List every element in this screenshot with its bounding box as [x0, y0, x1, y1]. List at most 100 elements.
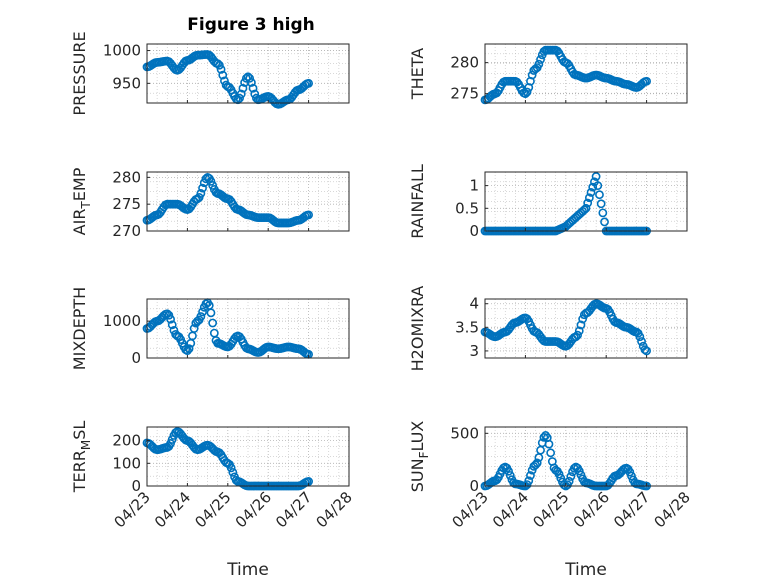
data-point — [304, 210, 313, 220]
axes-box — [484, 426, 688, 487]
y-tick-label: 3 — [469, 342, 479, 360]
data-point — [526, 471, 535, 480]
y-axis-label: RAINFALL — [408, 164, 427, 239]
data-point — [241, 73, 251, 83]
y-tick-label: 950 — [112, 74, 141, 92]
data-point — [246, 78, 256, 87]
data-point — [584, 193, 594, 203]
axes-box — [484, 43, 688, 104]
y-axis-label: H2OMIXRA — [408, 286, 427, 372]
y-tick-label: 280 — [112, 168, 141, 186]
data-point — [579, 205, 589, 215]
x-axis-label: Time — [226, 560, 269, 580]
data-point — [218, 70, 228, 80]
data-point — [522, 87, 532, 97]
data-point — [206, 308, 216, 318]
y-tick-label: 0 — [131, 477, 141, 495]
y-tick-label: 0 — [131, 349, 141, 367]
subplot-pressure: 950 1000 PRESSURE — [70, 31, 350, 116]
data-point — [573, 330, 582, 340]
data-point — [581, 203, 591, 213]
data-point — [304, 78, 313, 88]
y-tick-label: 270 — [112, 222, 141, 240]
data-point — [236, 89, 246, 99]
y-tick-label: 1000 — [103, 42, 141, 60]
data-point — [245, 73, 255, 83]
y-axis-label: TERRMSL — [70, 421, 93, 494]
data-point — [574, 326, 584, 336]
y-tick-label: 275 — [450, 85, 479, 103]
x-axis-label: Time — [564, 560, 607, 580]
y-tick-label: 4 — [469, 295, 479, 313]
data-point — [238, 83, 248, 93]
data-point — [198, 183, 207, 193]
data-point — [600, 217, 609, 227]
data-point — [546, 448, 556, 458]
y-tick-label: 0 — [469, 222, 479, 240]
data-point — [544, 439, 554, 449]
y-tick-label: 3.5 — [455, 318, 479, 336]
axes-box — [484, 171, 688, 232]
axes-box — [146, 426, 350, 487]
data-point — [214, 60, 224, 70]
data-point — [189, 324, 199, 333]
y-tick-label: 275 — [112, 195, 141, 213]
data-point — [534, 59, 544, 69]
y-axis-label: PRESSURE — [70, 31, 89, 115]
y-tick-label: 0 — [469, 477, 479, 495]
subplot-rainfall: 0 0.5 1 RAINFALL — [408, 164, 688, 240]
data-point — [167, 320, 177, 330]
data-point — [166, 439, 175, 448]
data-point — [208, 181, 218, 190]
data-point — [642, 76, 651, 86]
y-tick-label: 500 — [450, 424, 479, 442]
data-point — [505, 471, 515, 480]
data-point — [167, 435, 177, 444]
data-point — [637, 337, 646, 346]
data-point — [642, 346, 651, 356]
axes-box — [146, 171, 350, 232]
subplot-h2omixra: 3 3.5 4 H2OMIXRA — [408, 286, 688, 372]
data-point — [635, 332, 645, 342]
data-point — [208, 318, 218, 328]
data-point — [248, 83, 258, 93]
data-point — [182, 346, 192, 356]
y-tick-label: 0.5 — [455, 199, 479, 217]
y-tick-label: 1000 — [103, 312, 141, 330]
data-point — [206, 176, 216, 186]
data-point — [216, 65, 226, 74]
data-point — [166, 314, 175, 324]
y-axis-label: MIXDEPTH — [70, 287, 89, 370]
data-point — [591, 172, 601, 181]
data-point — [196, 189, 206, 198]
axes-box — [146, 43, 350, 104]
data-point — [532, 458, 542, 468]
data-point — [504, 466, 513, 476]
data-point — [576, 320, 586, 330]
data-point — [596, 199, 606, 209]
subplot-theta: 275 280 THETA — [408, 43, 688, 105]
data-point — [539, 433, 549, 442]
data-point — [196, 312, 206, 321]
data-point — [586, 188, 596, 197]
data-point — [598, 208, 608, 218]
data-point — [184, 344, 194, 354]
data-point — [198, 307, 207, 317]
axes-box — [484, 298, 688, 359]
data-point — [583, 198, 593, 208]
y-axis-label: AIRTEMP — [70, 167, 93, 235]
data-point — [593, 181, 603, 191]
y-tick-label: 280 — [450, 54, 479, 72]
data-point — [640, 345, 650, 355]
data-point — [531, 460, 540, 470]
y-tick-label: 200 — [112, 432, 141, 450]
y-axis-label: THETA — [408, 48, 427, 100]
subplot-mixdepth: 0 1000 MIXDEPTH — [70, 287, 350, 370]
data-point — [588, 182, 598, 192]
y-axis-label: SUNFLUX — [408, 421, 431, 493]
subplot-air-temp: 270 275 280 AIRTEMP — [70, 167, 350, 240]
data-point — [536, 55, 545, 64]
data-point — [226, 463, 236, 473]
data-point — [228, 467, 238, 477]
